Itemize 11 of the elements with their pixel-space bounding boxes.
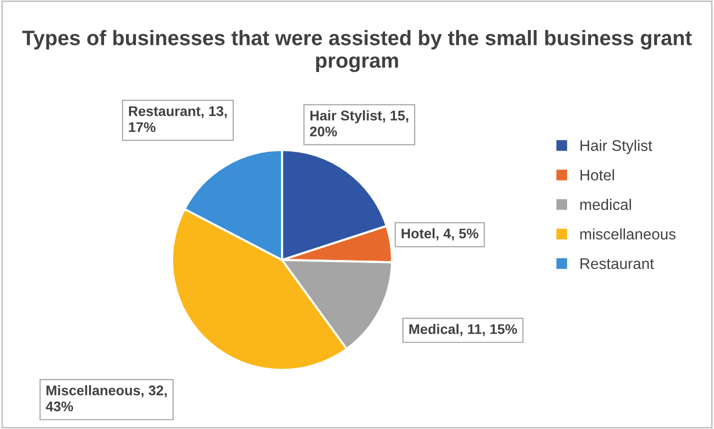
- legend-label: medical: [580, 198, 631, 210]
- data-label: Hair Stylist, 15, 20%: [310, 110, 408, 136]
- data-label: Miscellaneous, 32, 43%: [46, 385, 167, 412]
- legend-label: miscellaneous: [580, 228, 676, 240]
- data-label: Medical, 11, 15%: [409, 324, 517, 336]
- chart-title: Types of businesses that were assisted by the small business grant program: [22, 30, 692, 72]
- legend-label: Hair Stylist: [580, 140, 652, 154]
- legend-label: Restaurant: [580, 258, 654, 270]
- legend-label: Hotel: [580, 169, 614, 180]
- data-label: Restaurant, 13, 17%: [128, 106, 227, 132]
- data-label: Hotel, 4, 5%: [402, 228, 478, 240]
